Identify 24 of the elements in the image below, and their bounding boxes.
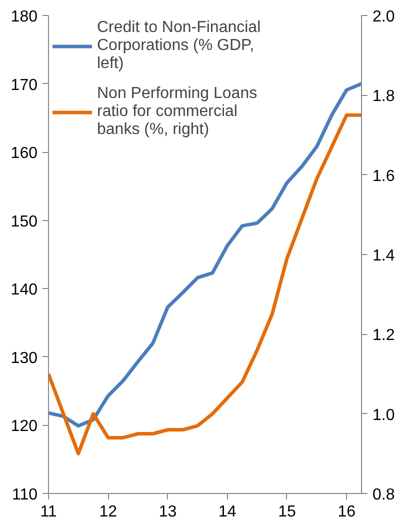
y-tick-label: 150 [10, 213, 38, 230]
y-tick-label: 120 [10, 418, 38, 436]
x-tick-label: 14 [218, 504, 236, 520]
y2-tick-label: 2.0 [372, 8, 395, 26]
y2-tick-label: 0.8 [372, 486, 395, 504]
y-tick-label: 110 [12, 486, 38, 504]
y-tick-label: 170 [10, 76, 38, 94]
x-tick-label: 12 [99, 504, 118, 520]
x-tick-label: 15 [278, 504, 296, 520]
y2-tick-label: 1.4 [372, 248, 395, 264]
x-tick-label: 13 [158, 504, 177, 520]
y2-tick-label: 1.8 [372, 88, 395, 106]
legend-label: Non Performing Loans ratio for commercial banks (%, right) [97, 85, 258, 139]
y2-tick-label: 1.6 [372, 168, 395, 185]
y2-tick-label: 1.2 [372, 327, 395, 344]
y-tick-label: 140 [10, 282, 38, 299]
line-series [48, 82, 362, 428]
legend-label: Credit to Non-Financial Corporations (% GDP, left) [97, 19, 261, 73]
x-tick-label: 16 [338, 504, 356, 520]
y2-tick-label: 1.0 [372, 406, 395, 424]
y-tick-label: 160 [10, 145, 38, 162]
y-tick-label: 130 [10, 350, 38, 367]
y-tick-label: 180 [10, 8, 38, 26]
x-tick-label: 11 [40, 504, 57, 520]
